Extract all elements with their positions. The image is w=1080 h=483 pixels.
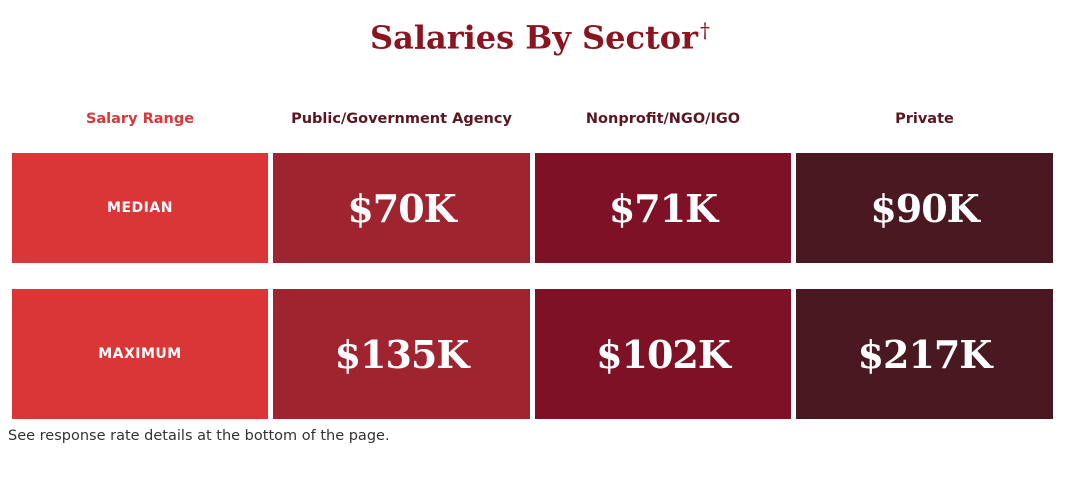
title-block: Salaries By Sector † <box>0 18 1080 57</box>
salary-cell: $135K <box>273 289 530 419</box>
title-mark: † <box>699 18 710 42</box>
salary-cell: $102K <box>535 289 791 419</box>
row-label: MAXIMUM <box>12 289 268 419</box>
salary-cell: $90K <box>796 153 1053 263</box>
column-header: Salary Range <box>85 111 195 127</box>
column-header: Nonprofit/NGO/IGO <box>585 111 741 127</box>
title: Salaries By Sector <box>370 18 698 57</box>
column-header: Public/Government Agency <box>291 111 512 127</box>
column-header: Private <box>895 111 954 127</box>
salary-cell: $70K <box>273 153 530 263</box>
row-label: MEDIAN <box>12 153 268 263</box>
salary-cell: $71K <box>535 153 791 263</box>
salary-cell: $217K <box>796 289 1053 419</box>
footnote: See response rate details at the bottom … <box>8 428 390 444</box>
